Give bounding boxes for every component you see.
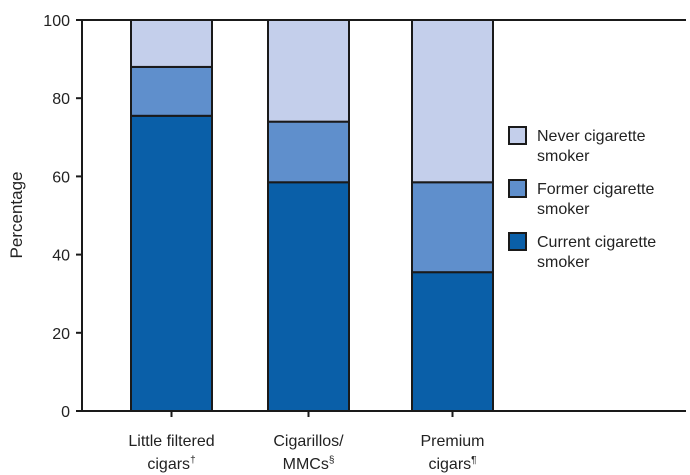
legend-swatch-1 (508, 126, 527, 145)
bar-segment-2-2 (267, 120, 350, 184)
legend-label-2-line2: smoker (537, 201, 590, 218)
legend-label-3-line1: Current cigarette (537, 234, 656, 251)
category-label-3-line2: cigars¶ (428, 455, 476, 473)
legend-label-3-line2: smoker (537, 254, 590, 271)
y-tick-label-20: 20 (52, 326, 70, 343)
legend: Never cigarette smoker Former cigarette smo… (508, 126, 656, 271)
legend-label-2-line1: Former cigarette (537, 181, 654, 198)
y-tick-label-0: 0 (61, 404, 70, 421)
legend-label-1-line2: smoker (537, 148, 590, 165)
y-axis-title: Percentage (7, 172, 26, 259)
legend-swatch-2 (508, 179, 527, 198)
category-label-1-line1: Little filtered (128, 433, 214, 450)
bar-segment-3-3 (411, 19, 494, 184)
legend-swatch-3 (508, 232, 527, 251)
bar-segment-3-1 (411, 271, 494, 412)
bar-segment-1-1 (130, 114, 213, 412)
y-tick-label-40: 40 (52, 248, 70, 265)
category-label-2-line1: Cigarillos/ (273, 433, 344, 450)
bars-layer (130, 19, 494, 412)
category-label-1-line2: cigars† (147, 455, 195, 473)
bar-segment-3-2 (411, 181, 494, 274)
y-tick-label-80: 80 (52, 91, 70, 108)
bar-segment-1-3 (130, 19, 213, 68)
bar-segment-2-1 (267, 181, 350, 412)
bar-segment-2-3 (267, 19, 350, 123)
y-tick-label-100: 100 (43, 13, 70, 30)
category-label-3-line1: Premium (420, 433, 484, 450)
axes-layer: 0 20 40 60 80 100 Little filtered cigars† Cigari… (43, 13, 686, 473)
bar-segment-1-2 (130, 65, 213, 117)
y-tick-label-60: 60 (52, 169, 70, 186)
legend-label-1-line1: Never cigarette (537, 128, 646, 145)
category-label-2-line2: MMCs§ (283, 455, 335, 473)
